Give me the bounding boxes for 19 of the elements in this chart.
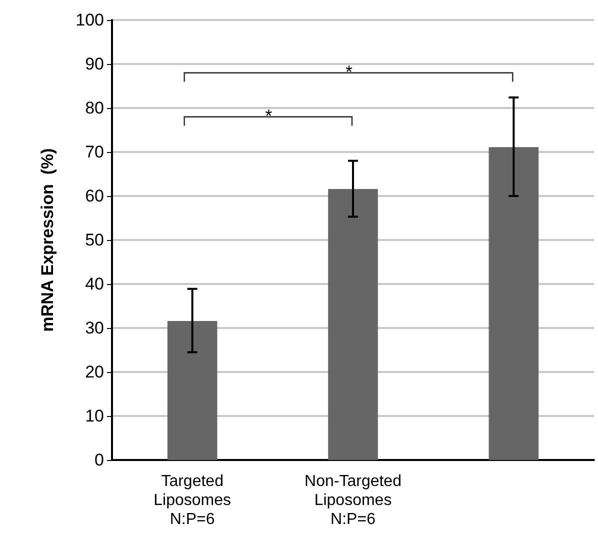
x-tick-label: Non-Targeted Liposomes N:P=6 [304,473,402,528]
y-axis-title: mRNA Expression (%) [38,148,57,332]
y-tick-label: 80 [85,98,104,118]
annotation: * [345,62,353,82]
bar [488,147,539,460]
y-tick-label: 60 [85,186,104,206]
y-tick-label: 20 [85,362,104,382]
annotation: * [265,106,272,126]
y-tick-label: 40 [85,274,104,294]
y-tick-label: 100 [76,10,104,30]
y-tick-label: 0 [94,450,104,470]
y-tick-label: 70 [85,142,104,162]
y-tick-label: 10 [85,406,104,426]
y-tick-label: 90 [85,54,104,74]
y-tick-label: 30 [85,318,104,338]
y-tick-label: 50 [85,230,104,250]
x-tick-label: Targeted Liposomes N:P=6 [154,473,232,528]
bar [328,188,378,460]
bar [167,320,218,460]
